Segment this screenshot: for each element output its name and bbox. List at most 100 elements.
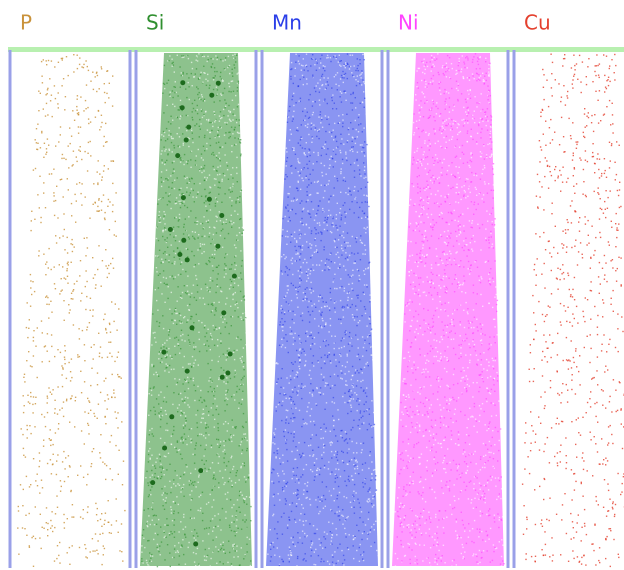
- atom: [99, 353, 100, 354]
- atom: [337, 495, 338, 496]
- atom: [426, 181, 427, 182]
- atom: [211, 66, 212, 67]
- atom: [274, 437, 275, 438]
- atom: [180, 263, 181, 264]
- atom: [65, 350, 66, 351]
- atom: [215, 203, 216, 204]
- atom: [148, 566, 149, 567]
- atom: [198, 364, 199, 365]
- atom: [484, 181, 485, 182]
- atom: [201, 172, 202, 173]
- atom: [431, 177, 432, 178]
- atom: [94, 202, 95, 203]
- atom: [158, 358, 159, 359]
- atom: [222, 229, 223, 230]
- atom: [172, 263, 173, 264]
- atom: [307, 112, 308, 113]
- atom: [209, 227, 210, 228]
- atom: [173, 227, 174, 228]
- atom: [185, 418, 186, 419]
- atom: [209, 192, 210, 193]
- atom: [287, 236, 288, 237]
- atom: [345, 533, 346, 534]
- atom: [427, 281, 428, 282]
- atom: [317, 130, 318, 131]
- atom: [356, 129, 357, 130]
- atom: [44, 346, 45, 347]
- atom: [50, 445, 51, 446]
- atom: [148, 485, 149, 486]
- atom: [331, 495, 332, 496]
- atom: [89, 322, 90, 323]
- atom: [166, 128, 167, 129]
- atom: [172, 162, 173, 163]
- atom: [174, 147, 175, 148]
- atom: [211, 122, 212, 123]
- atom: [500, 498, 501, 499]
- atom: [222, 322, 223, 323]
- atom: [428, 135, 429, 136]
- atom: [286, 301, 287, 302]
- atom: [311, 335, 312, 336]
- atom: [97, 75, 98, 76]
- atom: [45, 274, 46, 275]
- atom: [178, 512, 179, 513]
- atom: [30, 230, 31, 231]
- atom: [295, 254, 296, 255]
- atom: [194, 529, 195, 530]
- atom: [360, 368, 361, 369]
- atom: [283, 513, 284, 514]
- atom: [104, 165, 105, 166]
- atom: [326, 259, 327, 260]
- cluster: [221, 310, 226, 315]
- atom: [177, 95, 178, 96]
- atom: [360, 235, 361, 236]
- atom: [425, 376, 426, 377]
- atom: [242, 463, 243, 464]
- atom: [203, 435, 204, 436]
- atom: [217, 526, 218, 527]
- atom: [341, 75, 342, 76]
- atom: [225, 518, 226, 519]
- atom: [336, 528, 337, 529]
- atom: [121, 523, 122, 524]
- atom: [309, 370, 310, 371]
- atom: [483, 491, 484, 492]
- atom: [402, 381, 403, 382]
- atom: [325, 385, 326, 386]
- atom: [340, 152, 341, 153]
- atom: [470, 480, 471, 481]
- atom: [295, 287, 296, 288]
- atom: [330, 325, 331, 326]
- atom: [203, 100, 204, 101]
- atom: [69, 564, 70, 565]
- atom: [353, 496, 354, 497]
- atom: [68, 167, 69, 168]
- atom: [460, 199, 461, 200]
- atom: [361, 452, 362, 453]
- atom: [215, 205, 216, 206]
- atom: [328, 210, 329, 211]
- atom: [166, 497, 167, 498]
- atom: [302, 75, 303, 76]
- atom: [334, 500, 335, 501]
- atom: [160, 347, 161, 348]
- atom: [154, 477, 155, 478]
- atom: [312, 343, 313, 344]
- atom: [143, 529, 144, 530]
- atom: [321, 185, 322, 186]
- atom: [205, 345, 206, 346]
- atom: [307, 127, 308, 128]
- atom: [428, 340, 429, 341]
- atom: [91, 463, 92, 464]
- atom: [141, 561, 142, 562]
- atom: [112, 75, 113, 76]
- atom: [204, 464, 205, 465]
- atom: [298, 366, 299, 367]
- atom: [183, 427, 184, 428]
- atom: [328, 352, 329, 353]
- atom: [162, 162, 163, 163]
- atom: [224, 68, 225, 69]
- atom: [183, 143, 184, 144]
- atom: [181, 193, 182, 194]
